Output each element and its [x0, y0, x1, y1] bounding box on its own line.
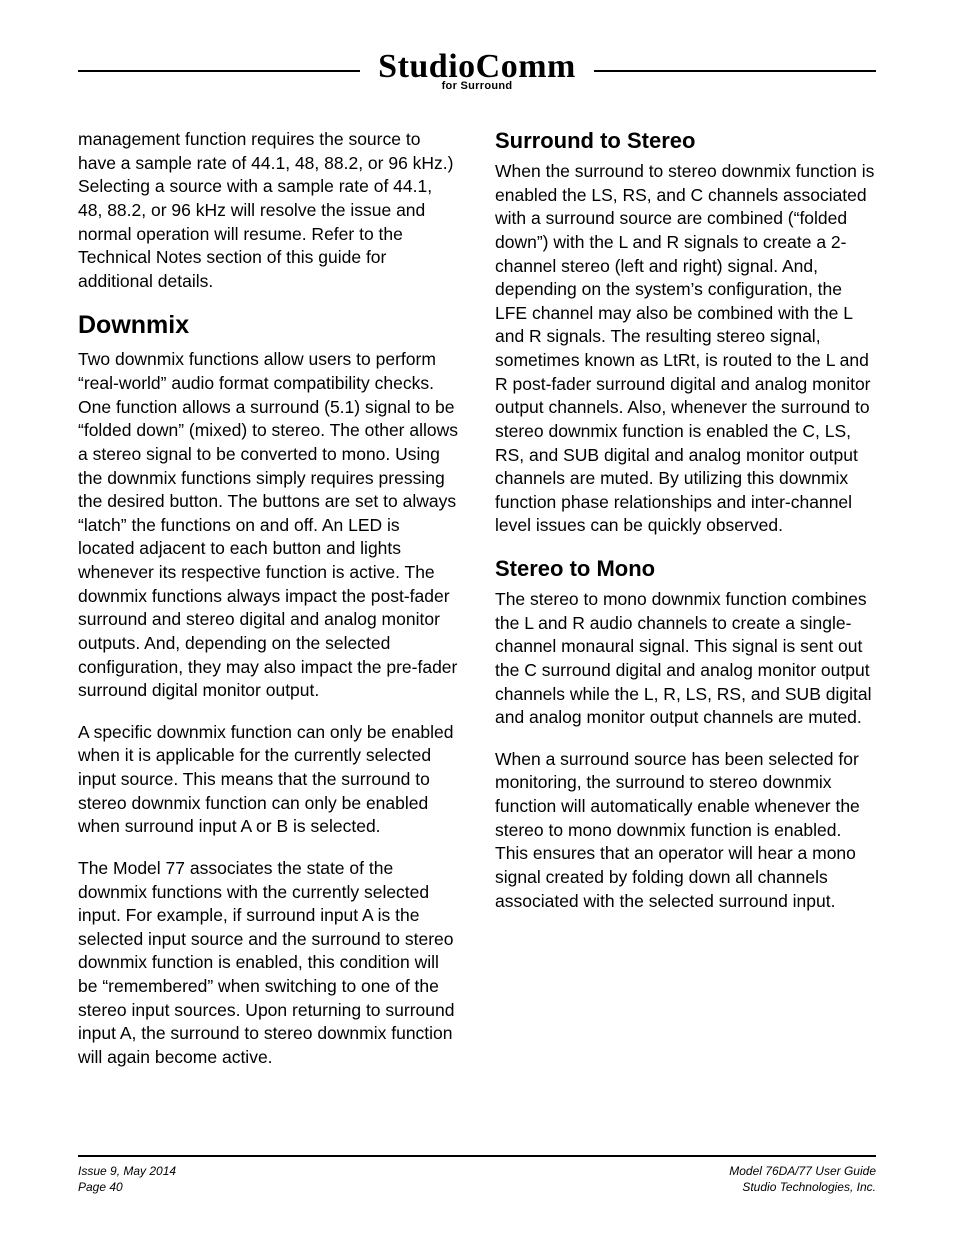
left-column: management function requires the source …: [78, 128, 459, 1137]
footer-issue-date: Issue 9, May 2014: [78, 1163, 176, 1179]
stereo-to-mono-paragraph-1: The stereo to mono downmix function comb…: [495, 588, 876, 730]
surround-to-stereo-paragraph: When the surround to stereo downmix func…: [495, 160, 876, 538]
header-rule-right: [594, 70, 876, 72]
header-logo: StudioComm for Surround: [360, 50, 594, 92]
page-header: StudioComm for Surround: [78, 50, 876, 92]
surround-to-stereo-heading: Surround to Stereo: [495, 128, 876, 154]
page-footer: Issue 9, May 2014 Page 40 Model 76DA/77 …: [78, 1155, 876, 1195]
content-area: management function requires the source …: [78, 128, 876, 1137]
stereo-to-mono-paragraph-2: When a surround source has been selected…: [495, 748, 876, 913]
header-rule-left: [78, 70, 360, 72]
logo-main-text: StudioComm: [378, 50, 576, 84]
footer-left: Issue 9, May 2014 Page 40: [78, 1163, 176, 1195]
right-column: Surround to Stereo When the surround to …: [495, 128, 876, 1137]
footer-doc-title: Model 76DA/77 User Guide: [729, 1163, 876, 1179]
footer-company: Studio Technologies, Inc.: [729, 1179, 876, 1195]
downmix-paragraph-2: A specific downmix function can only be …: [78, 721, 459, 839]
downmix-paragraph-3: The Model 77 associates the state of the…: [78, 857, 459, 1070]
downmix-paragraph-1: Two downmix functions allow users to per…: [78, 348, 459, 702]
downmix-heading: Downmix: [78, 311, 459, 340]
footer-right: Model 76DA/77 User Guide Studio Technolo…: [729, 1163, 876, 1195]
intro-continuation-paragraph: management function requires the source …: [78, 128, 459, 293]
footer-page-number: Page 40: [78, 1179, 176, 1195]
stereo-to-mono-heading: Stereo to Mono: [495, 556, 876, 582]
